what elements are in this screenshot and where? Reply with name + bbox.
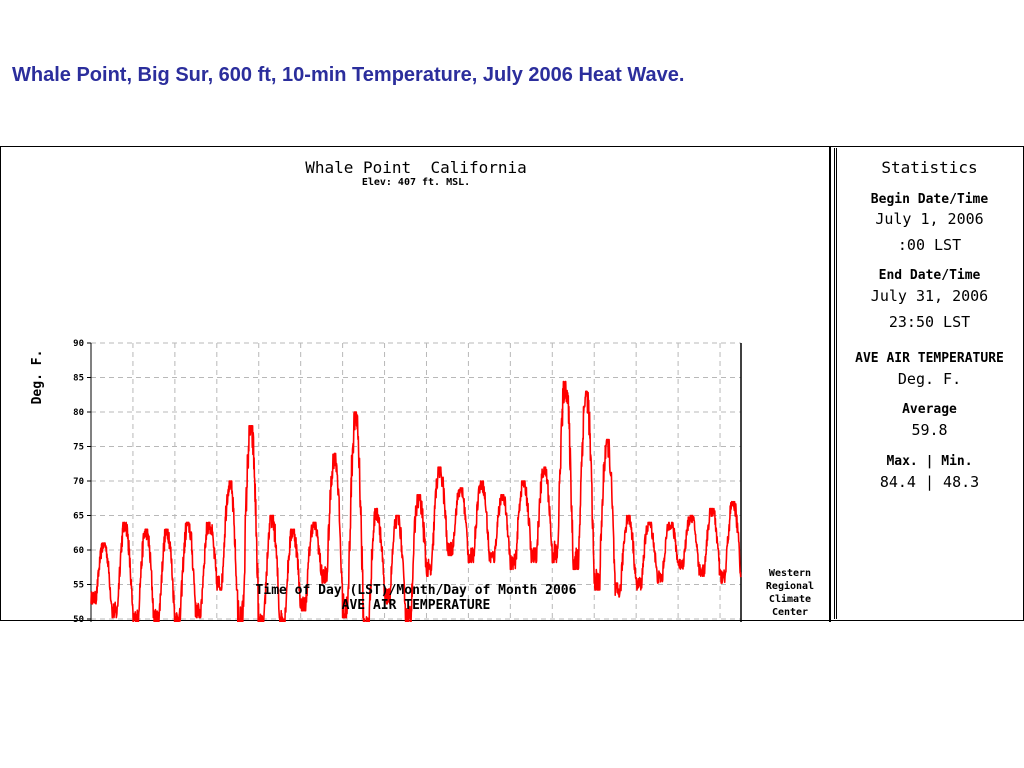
stats-title: Statistics: [881, 158, 978, 177]
end-time-value: 23:50 LST: [888, 313, 971, 331]
credit-line: Western: [769, 568, 811, 579]
temperature-series-line: [90, 380, 742, 622]
begin-date-label: Begin Date/Time: [870, 192, 989, 207]
grid: [91, 342, 741, 622]
y-tick-label: 90: [73, 339, 84, 349]
average-label: Average: [902, 402, 957, 417]
max-min-label: Max. | Min.: [886, 454, 973, 469]
element-unit: Deg. F.: [897, 370, 962, 388]
x-axis-label-2: AVE AIR TEMPERATURE: [342, 598, 491, 613]
chart-title: Whale Point California: [305, 158, 527, 177]
y-tick-label: 75: [73, 443, 84, 453]
element-label: AVE AIR TEMPERATURE: [855, 351, 1004, 366]
begin-date-value: July 1, 2006: [875, 210, 984, 228]
axes: 90858075706560555045400Jul10Jul30Jul50Ju…: [73, 339, 742, 622]
average-value: 59.8: [911, 421, 948, 439]
y-tick-label: 55: [73, 581, 84, 591]
y-tick-label: 80: [73, 408, 84, 418]
y-tick-label: 70: [73, 477, 84, 487]
x-axis-label: Time of Day (LST)/Month/Day of Month 200…: [256, 583, 577, 598]
y-tick-label: 50: [73, 615, 84, 622]
end-date-label: End Date/Time: [878, 268, 981, 283]
max-min-value: 84.4 | 48.3: [879, 473, 980, 491]
statistics-panel: Statistics Begin Date/Time July 1, 2006 …: [834, 148, 1022, 619]
series-layer: [90, 380, 742, 622]
end-date-value: July 31, 2006: [870, 287, 989, 305]
credit-line: Center: [772, 607, 808, 618]
credit-line: Climate: [769, 593, 811, 605]
credit-line: Regional: [766, 580, 814, 592]
slide-title: Whale Point, Big Sur, 600 ft, 10-min Tem…: [12, 64, 685, 86]
wrcc-credit: Western Regional Climate Center: [766, 568, 814, 618]
temperature-chart: Whale Point California Elev: 407 ft. MSL…: [30, 147, 831, 622]
begin-time-value: :00 LST: [897, 236, 962, 254]
y-tick-label: 85: [73, 374, 84, 384]
y-tick-label: 65: [73, 512, 84, 522]
chart-frame: Whale Point California Elev: 407 ft. MSL…: [0, 146, 1024, 622]
chart-subtitle: Elev: 407 ft. MSL.: [362, 177, 470, 188]
y-axis-label: Deg. F.: [30, 350, 45, 405]
y-tick-label: 60: [73, 546, 84, 556]
